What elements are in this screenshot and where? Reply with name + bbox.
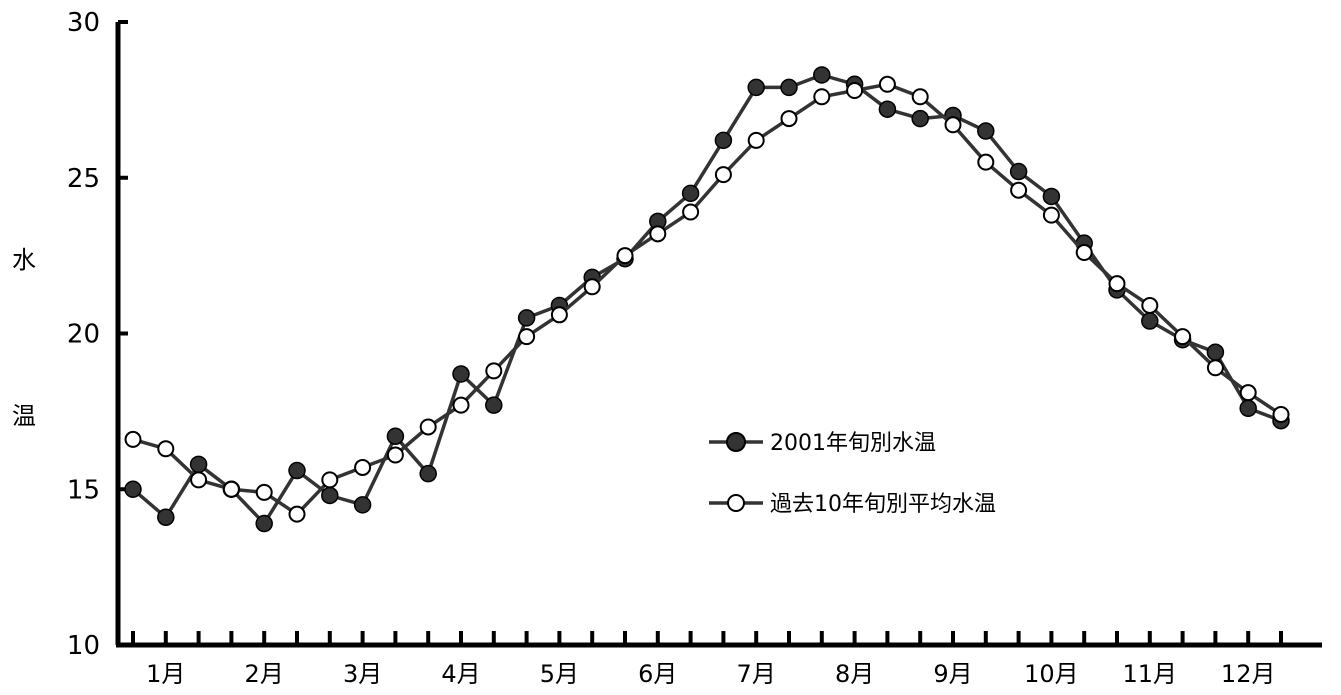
series-point: [813, 88, 831, 106]
series-point: [878, 75, 896, 93]
legend-marker: [726, 432, 746, 452]
x-ticks: 1月 2月 3月 4月 5月 6月 7月 8月 9月 10月 11月 12月: [131, 631, 1283, 688]
series-point: [977, 122, 995, 140]
series-point: [190, 471, 208, 489]
series-point: [780, 78, 798, 97]
x-tick-label: 2月: [245, 660, 284, 688]
series-point: [550, 306, 568, 324]
series-point: [1206, 343, 1225, 361]
series-point: [157, 440, 175, 458]
y-tick-label: 30: [67, 8, 100, 38]
series-point: [452, 365, 470, 383]
y-tick-label: 25: [67, 164, 100, 194]
series-point: [878, 100, 897, 118]
series-point: [222, 480, 240, 498]
series-point: [714, 166, 732, 184]
y-ticks: 10 15 20 25 30: [67, 8, 128, 661]
axes: [115, 22, 1322, 648]
series-point: [1272, 405, 1290, 423]
series-point: [124, 430, 142, 448]
series-line: [131, 73, 1282, 526]
series-point: [649, 225, 667, 243]
legend-item: 過去10年旬別平均水温: [709, 492, 996, 517]
series-point: [1239, 384, 1257, 402]
series-point: [1042, 206, 1060, 224]
y-tick-label: 20: [67, 320, 100, 350]
series-point: [1239, 399, 1257, 418]
series-point: [1108, 275, 1126, 293]
series-point: [1206, 359, 1224, 377]
series-point: [419, 418, 437, 436]
y-axis-label-char: 温: [12, 402, 36, 430]
y-axis-label-char: 水: [12, 246, 36, 274]
legend-item: 2001年旬別水温: [709, 431, 936, 456]
series-point: [780, 110, 798, 128]
series-point: [1141, 296, 1159, 314]
series-point: [321, 471, 339, 489]
x-tick-label: 6月: [638, 660, 677, 688]
series-point: [1075, 244, 1093, 262]
legend-marker: [727, 494, 745, 512]
series-point: [255, 483, 273, 501]
series-point: [157, 508, 175, 527]
x-tick-label: 3月: [343, 660, 382, 688]
series-point: [517, 309, 536, 327]
series-point: [1174, 328, 1192, 346]
series-point: [124, 480, 142, 498]
series-point: [944, 116, 962, 134]
x-tick-label: 10月: [1024, 660, 1079, 688]
y-axis-label: 水 温: [12, 246, 36, 430]
series-point: [714, 131, 733, 150]
series-point: [846, 82, 864, 100]
series-2: [124, 75, 1290, 523]
series-point: [583, 278, 601, 296]
series-point: [977, 153, 995, 171]
x-tick-label: 5月: [540, 660, 579, 688]
series-point: [1141, 312, 1159, 330]
series-point: [419, 464, 437, 483]
x-tick-label: 8月: [835, 660, 874, 688]
series-point: [189, 455, 208, 474]
series-point: [386, 427, 405, 446]
y-tick-label: 10: [67, 631, 100, 661]
series-point: [1010, 181, 1028, 199]
series-point: [485, 396, 503, 414]
series-point: [747, 131, 765, 149]
y-tick-label: 15: [67, 475, 100, 505]
series-point: [681, 184, 700, 203]
series-line: [132, 82, 1282, 516]
x-tick-label: 1月: [146, 660, 185, 688]
x-tick-label: 7月: [737, 660, 776, 688]
legend-label: 2001年旬別水温: [770, 431, 936, 456]
series-point: [452, 396, 470, 414]
series-point: [353, 496, 372, 514]
series-point: [911, 109, 929, 128]
x-tick-label: 4月: [441, 660, 480, 688]
series-layer: [124, 66, 1290, 533]
legend-label: 過去10年旬別平均水温: [770, 492, 996, 517]
x-tick-label: 12月: [1221, 660, 1276, 688]
series-point: [518, 328, 536, 346]
series-point: [386, 446, 404, 464]
series-1: [124, 66, 1290, 533]
x-tick-label: 9月: [933, 660, 972, 688]
series-point: [255, 514, 273, 533]
series-point: [288, 461, 306, 480]
series-point: [485, 362, 503, 380]
series-point: [1042, 187, 1061, 206]
x-tick-label: 11月: [1123, 660, 1178, 688]
series-point: [321, 486, 339, 505]
series-point: [288, 505, 306, 523]
series-point: [911, 88, 929, 106]
series-point: [354, 458, 372, 476]
series-point: [682, 203, 700, 221]
series-point: [813, 66, 831, 84]
series-point: [616, 247, 634, 265]
series-point: [747, 78, 765, 97]
series-point: [1009, 162, 1028, 181]
